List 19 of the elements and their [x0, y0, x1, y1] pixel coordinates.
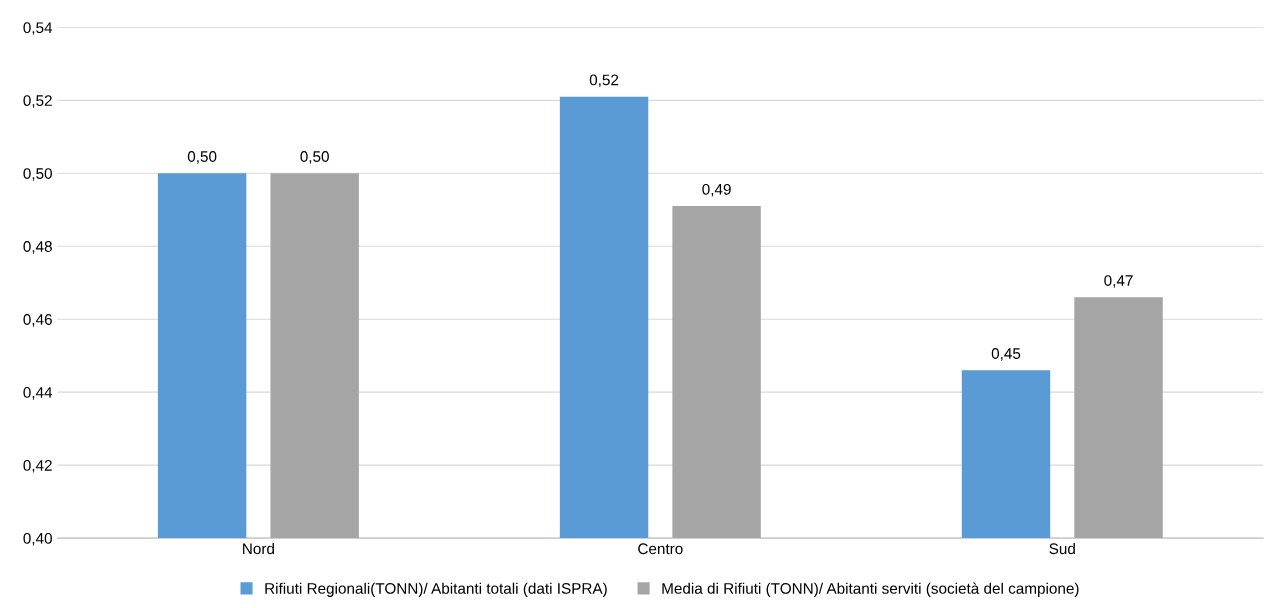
y-tick-label: 0,54 — [23, 22, 53, 35]
y-tick-label: 0,42 — [23, 459, 52, 473]
data-label: 0,52 — [589, 74, 619, 88]
legend-label: Media di Rifiuti (TONN)/ Abitanti serviti (società del campione) — [662, 582, 1079, 597]
data-label: 0,50 — [300, 151, 329, 164]
y-tick-label: 0,52 — [23, 95, 52, 108]
x-tick-label: Sud — [1049, 542, 1075, 555]
data-label: 0,47 — [1104, 275, 1133, 288]
y-tick-label: 0,48 — [23, 241, 52, 254]
y-tick-label: 0,50 — [23, 168, 52, 181]
x-tick-label: Centro — [638, 543, 683, 555]
y-tick-label: 0,40 — [23, 532, 52, 546]
y-tick-label: 0,46 — [23, 314, 52, 327]
y-tick-label: 0,44 — [23, 387, 53, 400]
x-tick-label: Nord — [243, 542, 274, 555]
data-label: 0,49 — [702, 183, 731, 197]
data-label: 0,50 — [187, 151, 217, 164]
legend-label: Rifiuti Regionali(TONN)/ Abitanti totali (dati ISPRA) — [265, 582, 607, 597]
data-label: 0,45 — [991, 348, 1021, 361]
